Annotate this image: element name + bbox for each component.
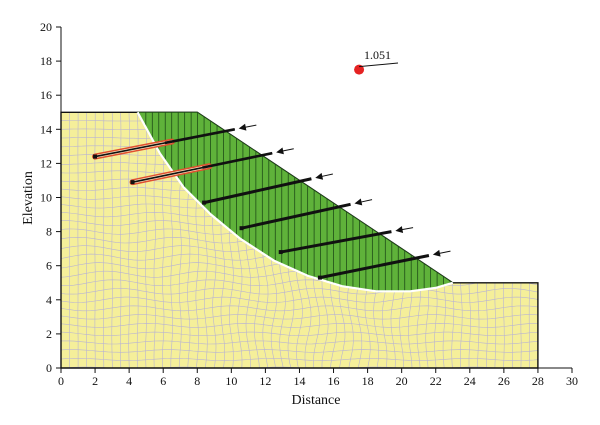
- x-tick-label: 8: [194, 374, 200, 388]
- mesh-line-v: [136, 112, 139, 368]
- x-tick-label: 16: [328, 374, 340, 388]
- anchor-load-arrow-head: [354, 198, 363, 206]
- x-tick-label: 2: [92, 374, 98, 388]
- mesh-line-v: [145, 112, 147, 368]
- mesh-line-v: [520, 112, 522, 368]
- mesh-line-h: [61, 288, 538, 295]
- anchor-load-arrow-shaft: [281, 148, 294, 152]
- anchor-load-arrow-shaft: [321, 173, 333, 178]
- labels: Distance Elevation 1.051: [21, 48, 391, 408]
- anchor-load-arrow-shaft: [401, 227, 414, 231]
- mesh-line-h: [61, 305, 538, 312]
- x-tick-label: 14: [293, 374, 305, 388]
- anchor-tendon: [319, 254, 430, 280]
- anchor-load-arrow-head: [315, 172, 324, 180]
- axes: 0 2 4 6 8 10 12 14 16 18 20 22 24 26 28 300246810121416…: [40, 20, 578, 388]
- mesh-line-h: [61, 322, 538, 328]
- mesh-line-v: [120, 112, 122, 368]
- y-tick-label: 16: [40, 88, 52, 102]
- anchor-load-arrow-head: [395, 226, 404, 233]
- mesh-line-h: [61, 349, 538, 353]
- slip-center-point: [354, 64, 365, 75]
- y-axis-title: Elevation: [21, 171, 36, 225]
- y-tick-label: 2: [46, 327, 52, 341]
- anchor-6: [317, 249, 451, 280]
- mesh-line-h: [61, 314, 538, 320]
- mesh-line-v: [153, 112, 156, 368]
- y-tick-label: 14: [40, 122, 52, 136]
- y-tick-label: 12: [40, 156, 52, 170]
- y-tick-label: 18: [40, 54, 52, 68]
- x-tick-label: 10: [225, 374, 237, 388]
- anchor-free-length: [202, 151, 273, 169]
- anchor-4: [239, 198, 373, 231]
- x-tick-label: 0: [58, 374, 64, 388]
- fos-leader-line: [359, 62, 399, 68]
- x-tick-label: 24: [464, 374, 476, 388]
- x-tick-label: 20: [396, 374, 408, 388]
- anchor-end: [317, 275, 322, 280]
- y-tick-label: 6: [46, 259, 52, 273]
- x-tick-label: 28: [532, 374, 544, 388]
- anchor-2: [129, 147, 294, 186]
- y-tick-label: 8: [46, 225, 52, 239]
- x-tick-label: 6: [160, 374, 166, 388]
- x-tick-label: 26: [498, 374, 510, 388]
- mesh-line-h: [61, 340, 538, 345]
- x-tick-label: 22: [430, 374, 442, 388]
- anchor-3: [202, 172, 333, 205]
- anchor-end: [239, 226, 244, 231]
- mesh-line-h: [61, 331, 538, 337]
- anchor-1: [92, 123, 257, 160]
- sliding-mass-fill: [137, 112, 453, 292]
- factor-of-safety-label: 1.051: [364, 48, 391, 62]
- anchor-load-arrow-head: [276, 147, 284, 155]
- anchor-5: [278, 226, 414, 255]
- anchor-end: [93, 154, 98, 159]
- anchor-load-arrow-shaft: [360, 199, 373, 203]
- anchor-load-arrow-shaft: [244, 124, 257, 128]
- anchor-tendon: [280, 230, 392, 254]
- y-tick-label: 10: [40, 191, 52, 205]
- x-tick-label: 4: [126, 374, 132, 388]
- anchor-end: [278, 250, 283, 255]
- y-tick-label: 20: [40, 20, 52, 34]
- x-tick-label: 30: [566, 374, 578, 388]
- x-tick-label: 12: [259, 374, 271, 388]
- anchor-load-arrow-head: [432, 249, 441, 257]
- anchor-free-length: [164, 128, 235, 145]
- y-tick-label: 0: [46, 361, 52, 375]
- mesh-line-h: [61, 358, 538, 361]
- y-tick-label: 4: [46, 293, 52, 307]
- anchor-end: [202, 200, 207, 205]
- mesh-line-h: [61, 279, 538, 287]
- anchor-load-arrow-head: [238, 123, 247, 131]
- slip-surface: [136, 111, 454, 293]
- anchors-group: [92, 123, 451, 280]
- anchor-tendon: [241, 202, 351, 230]
- x-tick-label: 18: [362, 374, 374, 388]
- anchor-load-arrow-shaft: [438, 250, 451, 254]
- mesh-line-h: [61, 296, 538, 303]
- anchor-tendon: [203, 177, 312, 205]
- x-axis-title: Distance: [292, 393, 341, 408]
- anchor-end: [130, 180, 135, 185]
